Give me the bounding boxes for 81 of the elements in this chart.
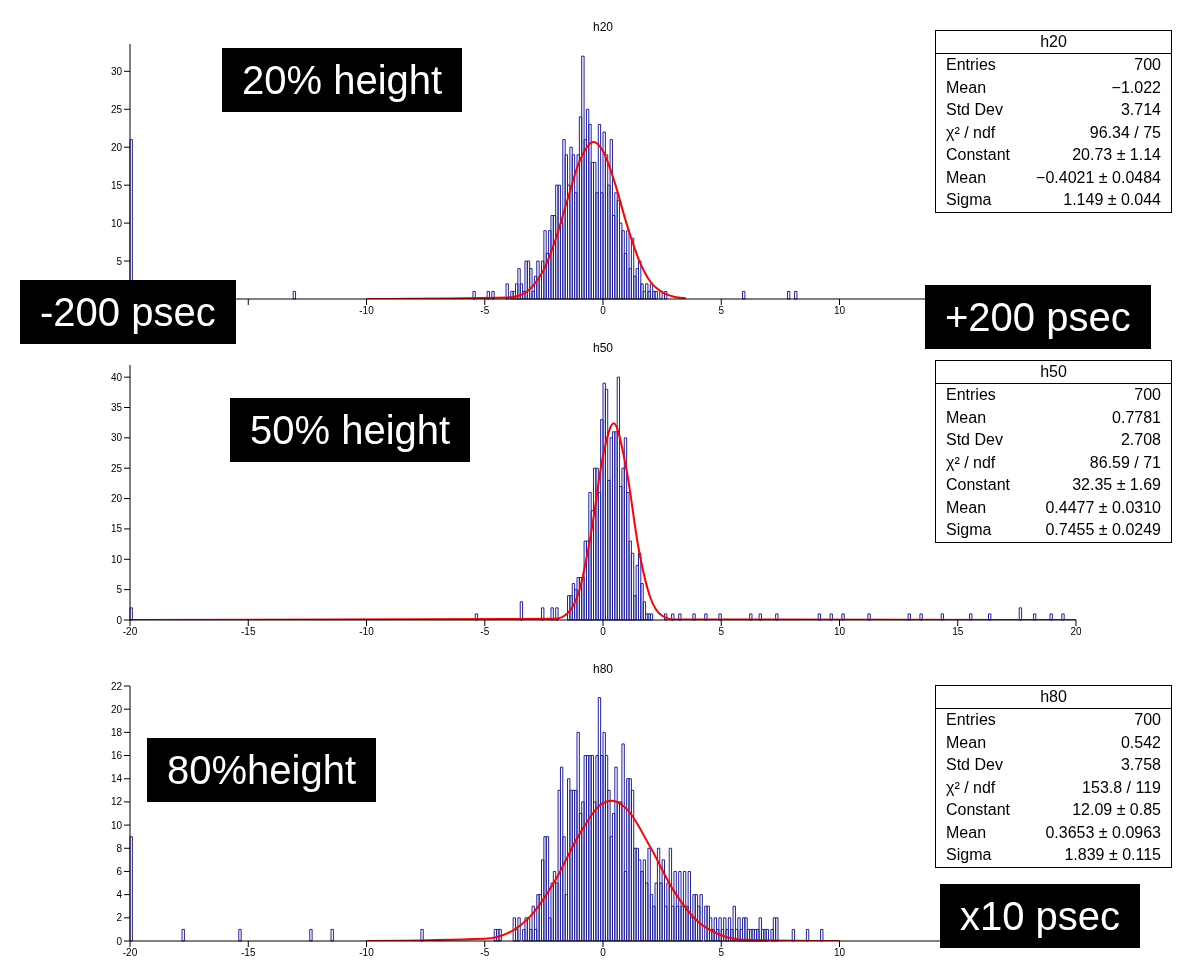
x-tick-label: 5 bbox=[718, 305, 725, 317]
x-tick-label: 20 bbox=[1070, 626, 1082, 638]
x-tick-label: 0 bbox=[600, 305, 607, 317]
y-tick-label: 15 bbox=[110, 179, 123, 191]
y-tick-label: 10 bbox=[110, 217, 123, 229]
text: Mean 0.7781 bbox=[946, 408, 1161, 426]
y-tick-label: 20 bbox=[110, 141, 123, 153]
chart-title: h80 bbox=[592, 662, 614, 676]
text: Sigma 1.839 ± 0.115 bbox=[946, 846, 1161, 863]
text: Entries 700 bbox=[946, 56, 1161, 73]
text: Std Dev 3.758 bbox=[946, 756, 1161, 773]
text: Entries 700 bbox=[946, 711, 1161, 728]
y-tick-label: 0 bbox=[116, 614, 123, 626]
y-tick-label: 16 bbox=[110, 750, 123, 762]
x-tick-label: 10 bbox=[833, 947, 846, 959]
x-tick-label: -5 bbox=[480, 626, 490, 638]
x-tick-label: 0 bbox=[600, 947, 607, 959]
text: Mean −1.022 bbox=[946, 78, 1161, 96]
annotation: 80%height bbox=[147, 738, 377, 802]
text: Constant 20.73 ± 1.14 bbox=[946, 146, 1161, 163]
text: Entries 700 bbox=[946, 386, 1161, 403]
x-tick-label: -5 bbox=[480, 947, 490, 959]
annotation: +200 psec bbox=[925, 285, 1151, 349]
text: Std Dev 2.708 bbox=[946, 431, 1161, 448]
text: Constant 32.35 ± 1.69 bbox=[946, 476, 1161, 493]
text: Constant 12.09 ± 0.85 bbox=[946, 801, 1161, 818]
x-tick-label: 5 bbox=[718, 626, 725, 638]
x-tick-label: 0 bbox=[600, 626, 607, 638]
annotation: h20 bbox=[936, 31, 1171, 54]
annotation: 20% height bbox=[222, 48, 463, 112]
x-tick-label: 10 bbox=[833, 305, 846, 317]
y-tick-label: 20 bbox=[110, 493, 123, 505]
annotation: x10 psec bbox=[940, 884, 1141, 948]
x-tick-label: -20 bbox=[122, 626, 138, 638]
chart-title: h50 bbox=[592, 341, 614, 355]
y-tick-label: 22 bbox=[110, 680, 123, 692]
y-tick-label: 20 bbox=[110, 703, 123, 715]
y-tick-label: 5 bbox=[116, 255, 123, 267]
y-tick-label: 2 bbox=[116, 912, 123, 924]
y-tick-label: 30 bbox=[110, 65, 123, 77]
y-tick-label: 25 bbox=[110, 103, 123, 115]
text: χ² / ndf 86.59 / 71 bbox=[946, 453, 1161, 471]
chart-title: h20 bbox=[592, 20, 614, 34]
x-tick-label: -15 bbox=[241, 947, 256, 959]
annotation: h50 bbox=[936, 361, 1171, 384]
x-tick-label: -5 bbox=[480, 305, 490, 317]
y-tick-label: 14 bbox=[110, 773, 123, 785]
y-tick-label: 8 bbox=[116, 842, 123, 854]
annotation: 50% height bbox=[230, 398, 471, 462]
text: Mean 0.542 bbox=[946, 733, 1161, 751]
x-tick-label: 5 bbox=[718, 947, 725, 959]
x-tick-label: -10 bbox=[359, 626, 375, 638]
y-tick-label: 4 bbox=[116, 889, 123, 901]
y-tick-label: 10 bbox=[110, 819, 123, 831]
y-tick-label: 12 bbox=[110, 796, 123, 808]
y-tick-label: 30 bbox=[110, 432, 123, 444]
y-tick-label: 18 bbox=[110, 726, 123, 738]
y-tick-label: 6 bbox=[116, 866, 123, 877]
x-tick-label: 15 bbox=[952, 626, 964, 638]
text: Sigma 0.7455 ± 0.0249 bbox=[946, 521, 1161, 538]
annotation: h80 bbox=[936, 686, 1171, 709]
y-tick-label: 40 bbox=[110, 371, 123, 383]
x-tick-label: -10 bbox=[359, 947, 375, 959]
y-tick-label: 0 bbox=[116, 935, 123, 947]
annotation: -200 psec bbox=[20, 280, 236, 344]
text: Sigma 1.149 ± 0.044 bbox=[946, 191, 1161, 208]
text: χ² / ndf 96.34 / 75 bbox=[946, 123, 1161, 141]
x-tick-label: 10 bbox=[833, 626, 846, 638]
x-tick-label: -10 bbox=[359, 305, 375, 317]
text: Mean −0.4021 ± 0.0484 bbox=[946, 168, 1161, 186]
text: Std Dev 3.714 bbox=[946, 101, 1161, 118]
y-tick-label: 15 bbox=[110, 523, 123, 535]
x-tick-label: -15 bbox=[241, 626, 256, 638]
y-tick-label: 35 bbox=[110, 402, 123, 414]
text: Mean 0.3653 ± 0.0963 bbox=[946, 823, 1161, 841]
x-tick-label: -20 bbox=[122, 947, 138, 959]
text: χ² / ndf 153.8 / 119 bbox=[946, 778, 1161, 796]
y-tick-label: 10 bbox=[110, 553, 123, 565]
text: Mean 0.4477 ± 0.0310 bbox=[946, 498, 1161, 516]
y-tick-label: 5 bbox=[116, 584, 123, 596]
y-tick-label: 25 bbox=[110, 462, 123, 474]
